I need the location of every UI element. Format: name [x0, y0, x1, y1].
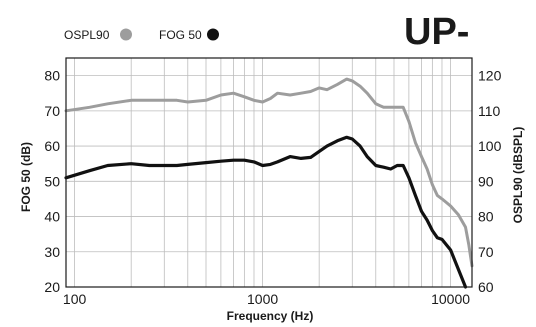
- series-line-ospl90: [64, 77, 474, 268]
- y-tick-label-right: 100: [478, 138, 502, 154]
- y-tick-label-right: 110: [478, 103, 501, 119]
- legend-marker-ospl90: [120, 28, 132, 41]
- y-tick-label-left: 20: [44, 279, 60, 295]
- y-tick-label-right: 80: [478, 209, 494, 225]
- y-tick-label-left: 80: [44, 68, 60, 84]
- y-tick-label-right: 90: [478, 173, 494, 189]
- x-tick-label: 10000: [431, 291, 470, 307]
- y-axis-title-right: OSPL90 (dBSPL): [511, 127, 525, 224]
- y-tick-label-left: 40: [44, 209, 60, 225]
- y-tick-label-left: 50: [44, 173, 60, 189]
- x-tick-label: 1000: [247, 291, 278, 307]
- plot-frame: [65, 57, 473, 288]
- legend: OSPL90 FOG 50: [64, 28, 219, 42]
- x-axis-title: Frequency (Hz): [227, 309, 314, 323]
- legend-label-ospl90: OSPL90: [64, 28, 110, 42]
- x-tick-label: 100: [63, 291, 87, 307]
- series-line-fog50: [64, 135, 468, 289]
- y-tick-label-right: 70: [478, 244, 494, 260]
- y-tick-label-left: 30: [44, 244, 60, 260]
- y-axis-title-left: FOG 50 (dB): [19, 142, 33, 212]
- legend-label-fog50: FOG 50: [159, 28, 202, 42]
- y-tick-label-left: 60: [44, 138, 60, 154]
- legend-marker-fog50: [207, 28, 219, 41]
- model-label: UP-: [404, 11, 469, 53]
- grid-lines: [66, 58, 472, 287]
- tick-labels: 20 30 40 50 60 70 80 60 70 80 90 100 110 120 100 1000 10…: [44, 68, 501, 307]
- y-tick-label-left: 70: [44, 103, 60, 119]
- series-lines: [64, 77, 474, 289]
- y-tick-label-right: 120: [478, 68, 502, 84]
- y-tick-label-right: 60: [478, 279, 494, 295]
